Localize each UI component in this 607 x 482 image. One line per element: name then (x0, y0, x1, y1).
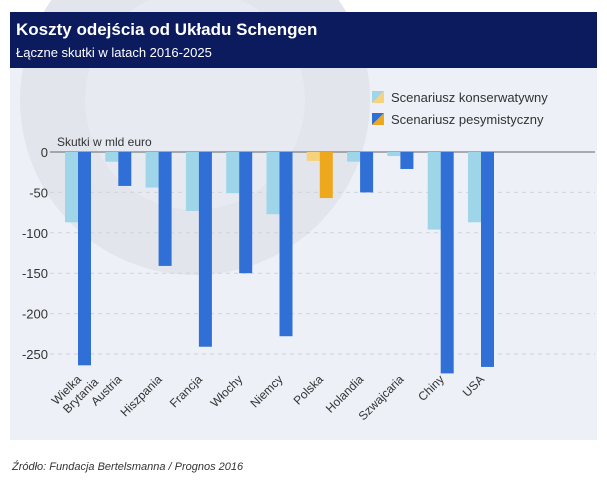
legend-swatch-conservative-yellow (372, 91, 384, 103)
legend-label-conservative: Scenariusz konserwatywny (391, 90, 548, 105)
bar-conservative (266, 152, 280, 215)
legend-item-conservative: Scenariusz konserwatywny (372, 90, 548, 105)
bar-conservative (468, 152, 481, 223)
y-tick-label: -200 (22, 307, 48, 322)
bar-pessimistic (239, 152, 253, 274)
y-tick-label: -150 (22, 266, 48, 281)
bar-conservative (145, 152, 159, 188)
bar-pessimistic (78, 152, 91, 366)
bar-conservative (306, 152, 320, 161)
bar-pessimistic (481, 152, 494, 367)
y-tick-label: -250 (22, 347, 48, 362)
legend-item-pessimistic: Scenariusz pesymistyczny (372, 112, 544, 127)
chart-subtitle: Łączne skutki w latach 2016-2025 (16, 45, 212, 60)
bar-pessimistic (198, 152, 212, 347)
bar-pessimistic (440, 152, 454, 374)
legend-label-pessimistic: Scenariusz pesymistyczny (391, 112, 544, 127)
bar-conservative (185, 152, 199, 211)
y-tick-label: 0 (41, 145, 48, 160)
chart-title: Koszty odejścia od Układu Schengen (16, 20, 317, 39)
bar-conservative (105, 152, 119, 162)
bar-pessimistic (319, 152, 333, 199)
bar-conservative (65, 152, 78, 223)
bar-conservative (347, 152, 361, 162)
header-bar (10, 12, 597, 68)
bar-pessimistic (360, 152, 374, 193)
bar-pessimistic (279, 152, 293, 337)
y-tick-label: -100 (22, 226, 48, 241)
bar-pessimistic (158, 152, 172, 266)
legend-swatch-pessimistic-orange (372, 113, 384, 125)
bar-pessimistic (400, 152, 414, 169)
bar-conservative (427, 152, 441, 230)
y-tick-label: -50 (29, 185, 48, 200)
bar-conservative (387, 152, 401, 157)
bar-pessimistic (118, 152, 132, 186)
y-axis-label: Skutki w mld euro (57, 135, 152, 149)
source-note: Źródło: Fundacja Bertelsmanna / Prognos … (11, 460, 244, 473)
bar-conservative (226, 152, 240, 194)
legend: Scenariusz konserwatywny Scenariusz pesy… (372, 90, 548, 127)
